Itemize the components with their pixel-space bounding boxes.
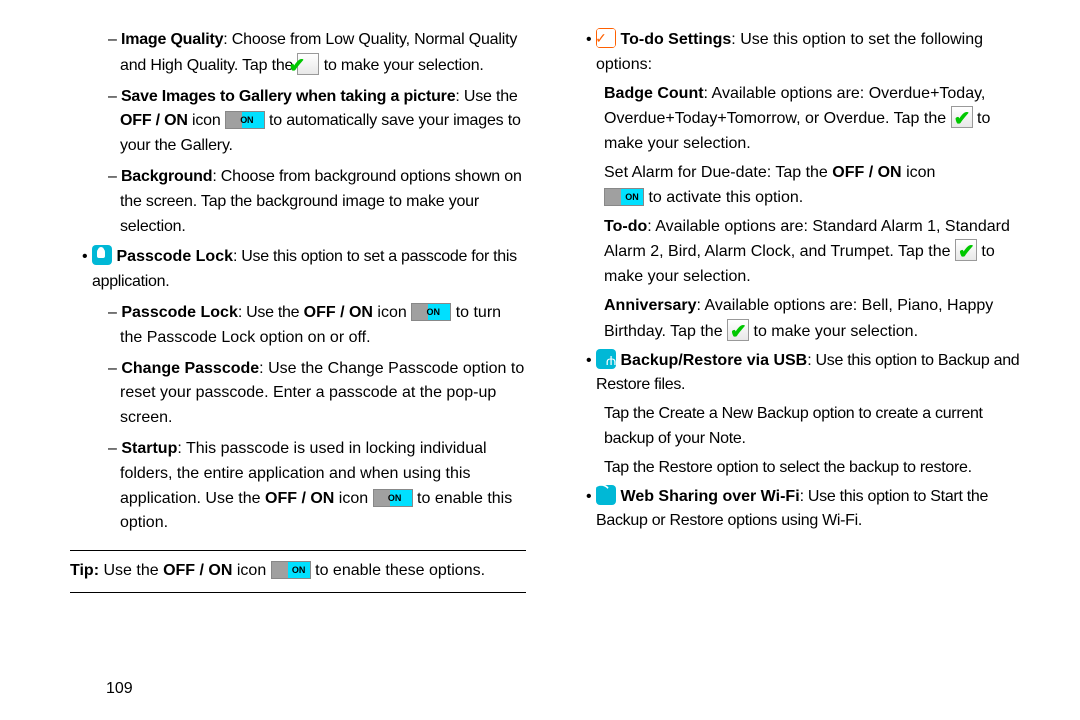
item-set-alarm: Set Alarm for Due-date: Tap the OFF / ON… — [574, 161, 1030, 211]
on-switch-icon — [604, 188, 644, 206]
item-background: – Background: Choose from background opt… — [70, 165, 526, 239]
text: Tap the — [894, 110, 946, 127]
text: to make your selection. — [754, 323, 919, 340]
off-on: OFF / ON — [265, 490, 334, 507]
wifi-icon — [596, 485, 616, 505]
item-image-quality: – Image Quality: Choose from Low Quality… — [70, 28, 526, 79]
text: to make your selection. — [324, 57, 484, 74]
lock-icon — [92, 245, 112, 265]
off-on: OFF / ON — [832, 164, 901, 181]
on-switch-icon — [225, 111, 265, 129]
item-todo-settings: • To-do Settings: Use this option to set… — [574, 28, 1030, 78]
item-badge-count: Badge Count: Available options are: Over… — [574, 82, 1030, 157]
check-icon — [955, 239, 977, 261]
text: icon — [237, 562, 266, 579]
off-on: OFF / ON — [163, 562, 232, 579]
usb-icon — [596, 349, 616, 369]
label: Passcode Lock — [117, 248, 234, 265]
item-backup-restore: Tap the Restore option to select the bac… — [574, 456, 1030, 481]
item-passcode-lock: • Passcode Lock: Use this option to set … — [70, 245, 526, 295]
item-todo: To-do: Available options are: Standard A… — [574, 215, 1030, 290]
text: Tap the — [670, 323, 722, 340]
text: : Use the — [238, 304, 299, 321]
text: icon — [339, 490, 368, 507]
tip-box: Tip: Use the OFF / ON icon to enable the… — [70, 550, 526, 593]
check-icon — [951, 106, 973, 128]
on-switch-icon — [411, 303, 451, 321]
on-switch-icon — [271, 561, 311, 579]
manual-page: – Image Quality: Choose from Low Quality… — [0, 0, 1080, 720]
off-on: OFF / ON — [304, 304, 373, 321]
item-startup: – Startup: This passcode is used in lock… — [70, 437, 526, 536]
text: Set Alarm for Due-date: Tap the — [604, 164, 828, 181]
on-switch-icon — [373, 489, 413, 507]
text: icon — [192, 112, 221, 129]
label: Web Sharing over Wi-Fi — [621, 488, 800, 505]
text: icon — [906, 164, 935, 181]
check-icon — [297, 53, 319, 75]
item-save-images: – Save Images to Gallery when taking a p… — [70, 85, 526, 159]
label: Background — [121, 168, 212, 185]
left-column: – Image Quality: Choose from Low Quality… — [50, 28, 526, 700]
text: to enable these options. — [315, 562, 485, 579]
label: Save Images to Gallery when taking a pic… — [121, 88, 455, 105]
label: Image Quality — [121, 31, 223, 48]
todo-icon — [596, 28, 616, 48]
text: : Use the — [455, 88, 517, 105]
label: Passcode Lock — [121, 304, 238, 321]
text: Tap the — [898, 243, 950, 260]
item-web-sharing: • Web Sharing over Wi-Fi: Use this optio… — [574, 485, 1030, 535]
right-column: • To-do Settings: Use this option to set… — [566, 28, 1030, 700]
check-icon — [727, 319, 749, 341]
label: To-do — [604, 218, 647, 235]
item-backup-create: Tap the Create a New Backup option to cr… — [574, 402, 1030, 452]
text: Tap the — [242, 57, 293, 74]
label: Change Passcode — [121, 360, 259, 377]
text: Use the — [205, 490, 260, 507]
text: to activate this option. — [648, 189, 803, 206]
off-on: OFF / ON — [120, 112, 188, 129]
label: Startup — [121, 440, 177, 457]
label: Backup/Restore via USB — [621, 352, 808, 369]
label: To-do Settings — [621, 31, 732, 48]
item-backup: • Backup/Restore via USB: Use this optio… — [574, 349, 1030, 399]
page-number: 109 — [106, 680, 133, 698]
label: Badge Count — [604, 85, 704, 102]
item-change-passcode: – Change Passcode: Use the Change Passco… — [70, 357, 526, 431]
item-anniversary: Anniversary: Available options are: Bell… — [574, 294, 1030, 345]
label: Anniversary — [604, 297, 697, 314]
text: Use the — [103, 562, 158, 579]
text: icon — [377, 304, 406, 321]
tip-label: Tip: — [70, 562, 99, 579]
item-passcode-lock-sub: – Passcode Lock: Use the OFF / ON icon t… — [70, 301, 526, 351]
tip-line: Tip: Use the OFF / ON icon to enable the… — [70, 559, 526, 584]
